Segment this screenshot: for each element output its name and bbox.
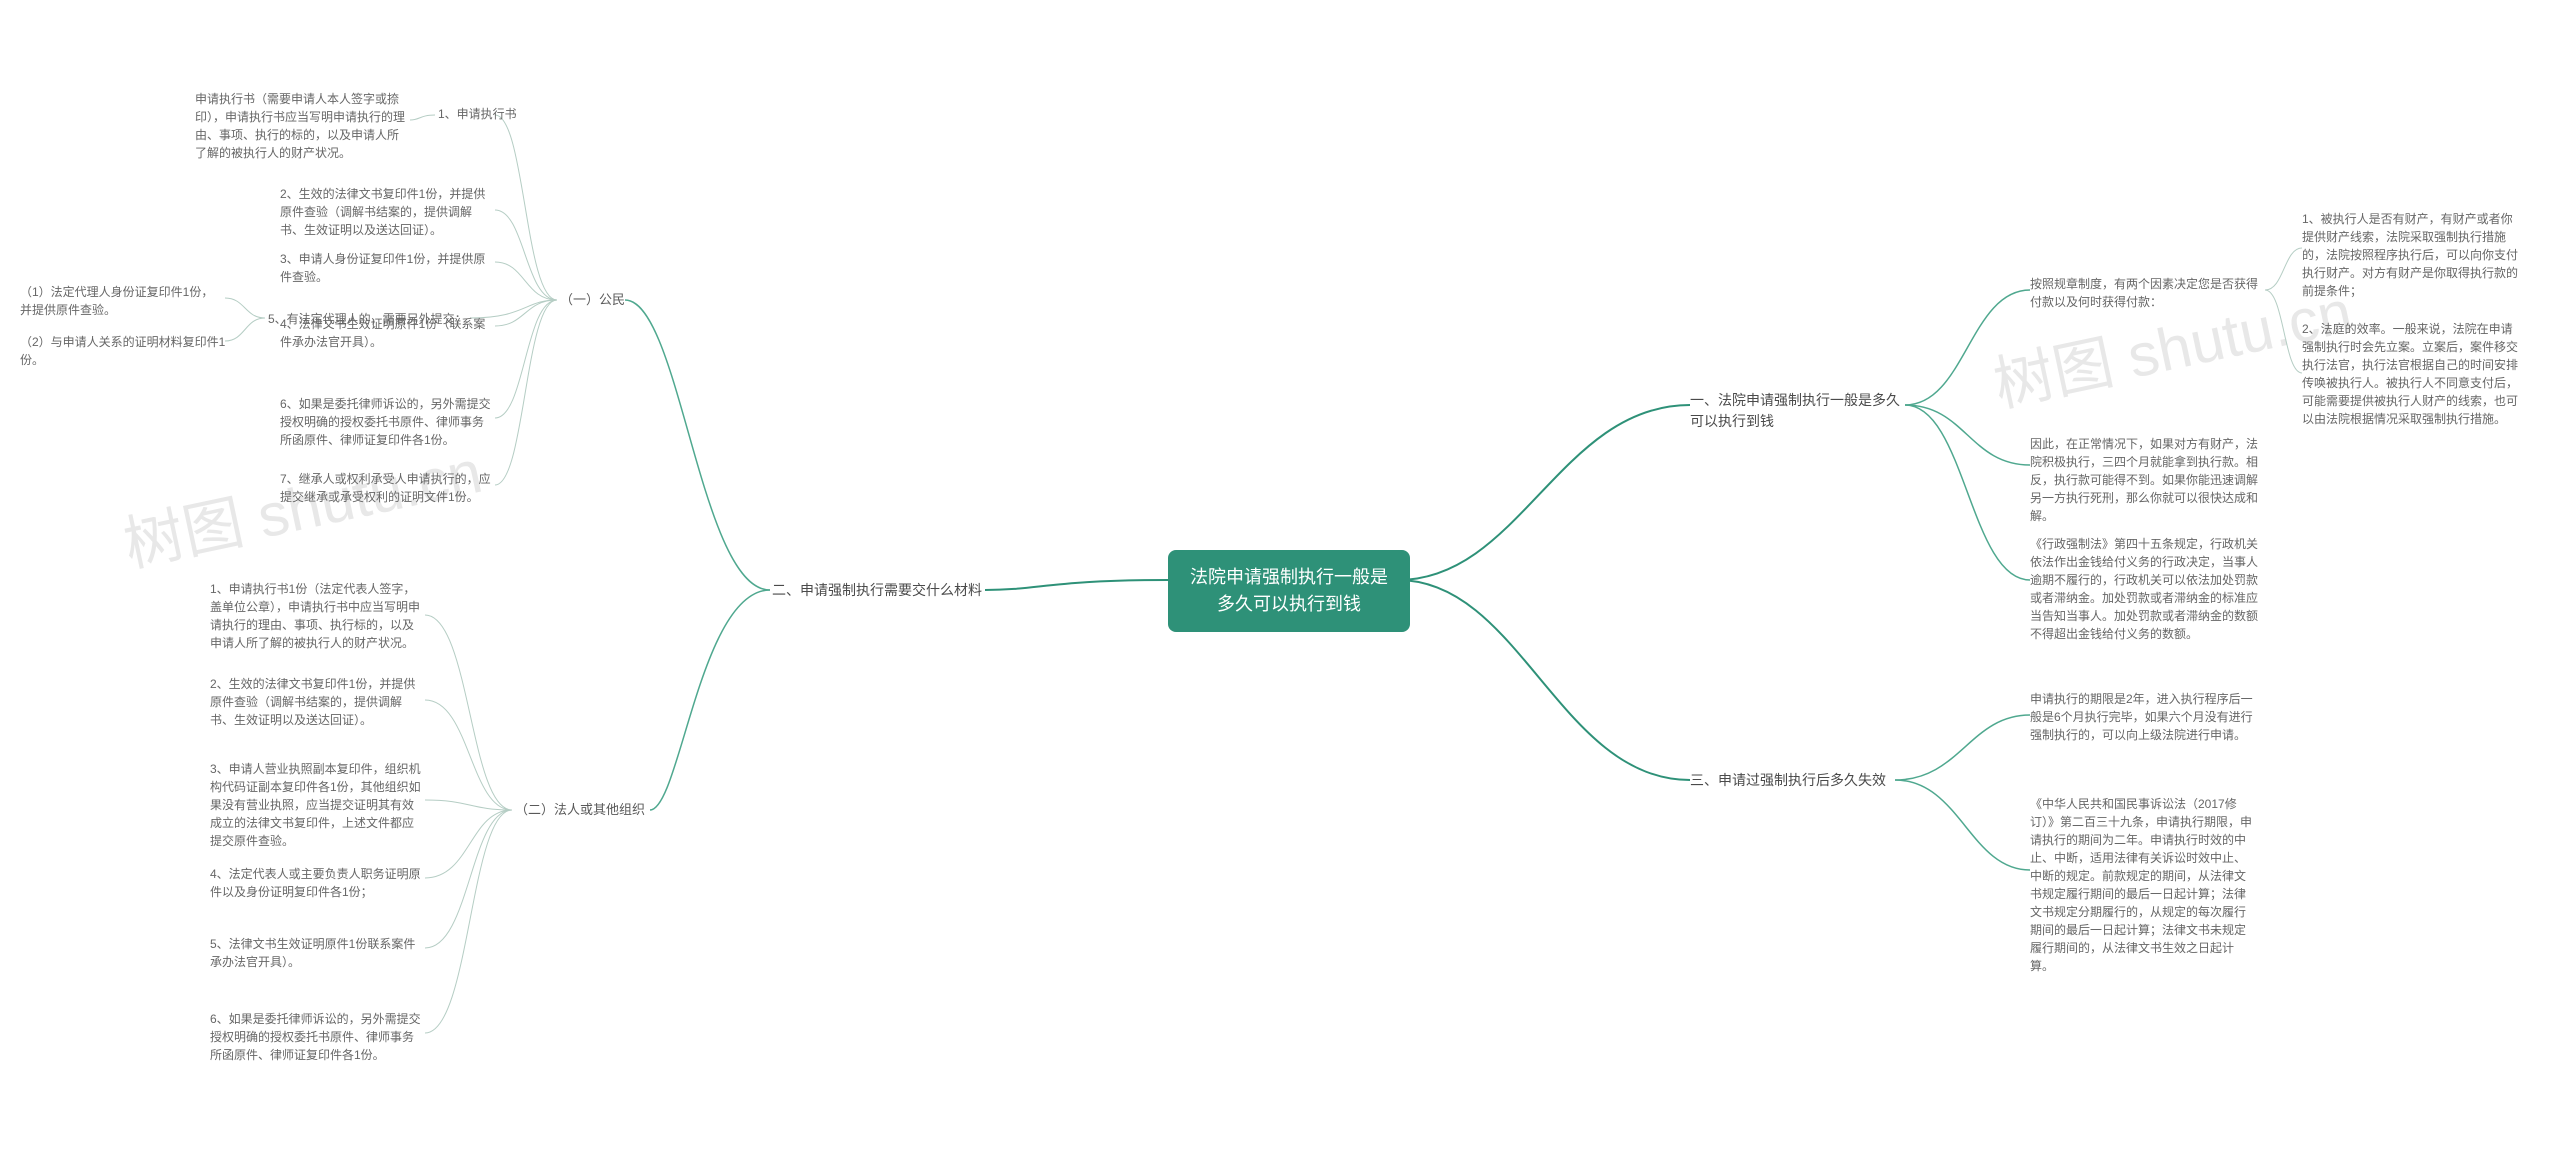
branch-1-3: 《行政强制法》第四十五条规定，行政机关依法作出金钱给付义务的行政决定，当事人逾期… [2030, 535, 2265, 643]
branch-3-1: 申请执行的期限是2年，进入执行程序后一般是6个月执行完毕，如果六个月没有进行强制… [2030, 690, 2255, 744]
branch-1-1: 按照规章制度，有两个因素决定您是否获得付款以及何时获得付款： [2030, 275, 2265, 311]
branch-2-b-1: 1、申请执行书1份（法定代表人签字，盖单位公章），申请执行书中应当写明申请执行的… [210, 580, 425, 652]
branch-3: 三、申请过强制执行后多久失效 [1690, 770, 1886, 791]
branch-1-1-2: 2、法庭的效率。一般来说，法院在申请强制执行时会先立案。立案后，案件移交执行法官… [2302, 320, 2522, 428]
branch-2-a-1-1: 申请执行书（需要申请人本人签字或捺印），申请执行书应当写明申请执行的理由、事项、… [195, 90, 410, 162]
branch-2-b: （二）法人或其他组织 [515, 800, 645, 820]
branch-2-a-3: 3、申请人身份证复印件1份，并提供原件查验。 [280, 250, 495, 286]
branch-1-1-1: 1、被执行人是否有财产，有财产或者你提供财产线索，法院采取强制执行措施的，法院按… [2302, 210, 2522, 300]
branch-2-a-2: 2、生效的法律文书复印件1份，并提供原件查验（调解书结案的，提供调解书、生效证明… [280, 185, 495, 239]
center-node: 法院申请强制执行一般是 多久可以执行到钱 [1168, 550, 1410, 632]
branch-2-a-5-1: （1）法定代理人身份证复印件1份，并提供原件查验。 [20, 283, 225, 319]
branch-2-a-7: 7、继承人或权利承受人申请执行的，应提交继承或承受权利的证明文件1份。 [280, 470, 495, 506]
branch-2-a-5-2: （2）与申请人关系的证明材料复印件1份。 [20, 333, 230, 369]
branch-2-a-5: 5、有法定代理人的，需要另外提交： [268, 310, 467, 328]
branch-2-b-6: 6、如果是委托律师诉讼的，另外需提交授权明确的授权委托书原件、律师事务所函原件、… [210, 1010, 425, 1064]
branch-2-a-1: 1、申请执行书 [438, 105, 517, 123]
branch-2-b-2: 2、生效的法律文书复印件1份，并提供原件查验（调解书结案的，提供调解书、生效证明… [210, 675, 425, 729]
branch-1-2: 因此，在正常情况下，如果对方有财产，法院积极执行，三四个月就能拿到执行款。相反，… [2030, 435, 2265, 525]
branch-2-b-4: 4、法定代表人或主要负责人职务证明原件以及身份证明复印件各1份； [210, 865, 425, 901]
branch-2: 二、申请强制执行需要交什么材料 [772, 580, 982, 601]
branch-2-a: （一）公民 [560, 290, 625, 310]
branch-1: 一、法院申请强制执行一般是多久可以执行到钱 [1690, 390, 1905, 432]
branch-2-b-3: 3、申请人营业执照副本复印件，组织机构代码证副本复印件各1份，其他组织如果没有营… [210, 760, 425, 850]
branch-2-b-5: 5、法律文书生效证明原件1份联系案件承办法官开具）。 [210, 935, 425, 971]
branch-3-2: 《中华人民共和国民事诉讼法（2017修订）》第二百三十九条，申请执行期限，申请执… [2030, 795, 2255, 975]
branch-2-a-6: 6、如果是委托律师诉讼的，另外需提交授权明确的授权委托书原件、律师事务所函原件、… [280, 395, 495, 449]
